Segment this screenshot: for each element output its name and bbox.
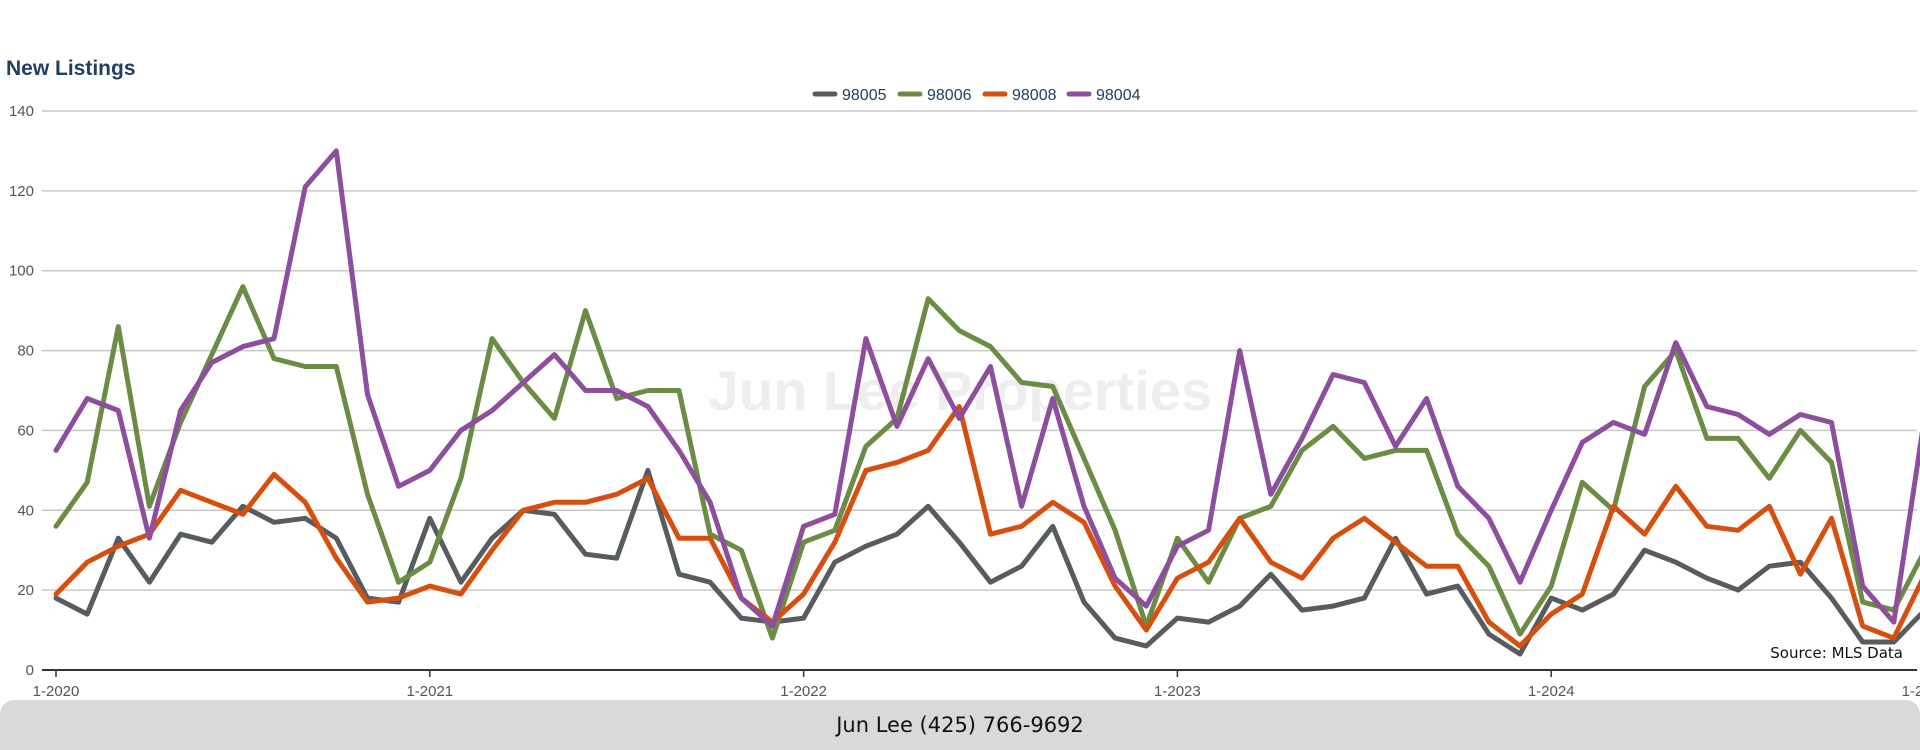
legend[interactable]: 98005 98006 98008 98004 (812, 87, 1141, 104)
x-tick-label: 1-2023 (1154, 683, 1201, 700)
gridlines (42, 110, 1917, 591)
source-label: Source: MLS Data (1770, 644, 1903, 662)
y-tick-label: 140 (9, 103, 34, 120)
x-tick-label: 1-2022 (780, 683, 827, 700)
x-tick-label: 1-2021 (406, 683, 453, 700)
y-tick-label: 120 (9, 183, 34, 200)
series-lines (53, 148, 1920, 657)
y-tick-label: 20 (17, 582, 34, 599)
y-axis-ticks: 0 20 40 60 80 100 120 140 (9, 103, 34, 679)
y-tick-label: 80 (17, 343, 34, 360)
x-tick-label: 1-2020 (33, 683, 80, 700)
footer-bar: Jun Lee (425) 766-9692 (0, 700, 1920, 750)
legend-label-98006[interactable]: 98006 (927, 87, 972, 104)
legend-label-98008[interactable]: 98008 (1012, 87, 1057, 104)
y-tick-label: 100 (9, 263, 34, 280)
y-tick-label: 40 (17, 502, 34, 519)
series-line-98004 (53, 148, 1920, 629)
legend-label-98005[interactable]: 98005 (842, 87, 887, 104)
y-tick-label: 0 (26, 662, 34, 679)
x-tick-label: 1-2025 (1902, 683, 1920, 700)
legend-label-98004[interactable]: 98004 (1096, 87, 1141, 104)
y-tick-label: 60 (17, 422, 34, 439)
series-line-98008 (53, 404, 1920, 649)
series-line-98005 (53, 467, 1920, 657)
chart-title: New Listings (6, 57, 136, 80)
x-axis-ticks: 1-2020 1-2021 1-2022 1-2023 1-2024 1-2025 (33, 670, 1920, 700)
footer-contact: Jun Lee (425) 766-9692 (836, 713, 1084, 737)
x-tick-label: 1-2024 (1528, 683, 1575, 700)
